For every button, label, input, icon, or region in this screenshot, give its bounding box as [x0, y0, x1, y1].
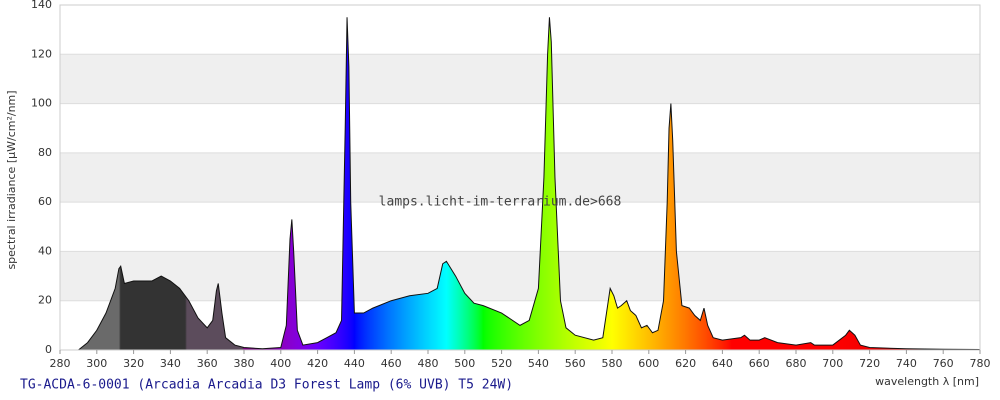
x-tick-label: 580 [602, 357, 623, 370]
x-tick-label: 420 [307, 357, 328, 370]
y-tick-label: 20 [38, 294, 52, 307]
y-tick-label: 40 [38, 244, 52, 257]
x-tick-label: 540 [528, 357, 549, 370]
spectrum-area [78, 17, 980, 350]
y-tick-label: 120 [31, 47, 52, 60]
y-tick-label: 100 [31, 97, 52, 110]
y-tick-label: 140 [31, 0, 52, 11]
grid-band [60, 152, 980, 203]
plot-frame [59, 4, 981, 351]
x-tick-label: 460 [381, 357, 402, 370]
x-tick-label: 620 [675, 357, 696, 370]
chart-title: TG-ACDA-6-0001 (Arcadia Arcadia D3 Fores… [20, 378, 513, 393]
x-tick-label: 740 [896, 357, 917, 370]
x-tick-label: 720 [859, 357, 880, 370]
x-tick-label: 780 [970, 357, 991, 370]
x-tick-label: 400 [270, 357, 291, 370]
x-tick-label: 700 [822, 357, 843, 370]
x-axis-label: wavelength λ [nm] [875, 375, 979, 388]
watermark: lamps.licht-im-terrarium.de>668 [379, 195, 622, 210]
x-tick-label: 500 [454, 357, 475, 370]
y-tick-label: 60 [38, 195, 52, 208]
x-tick-label: 300 [86, 357, 107, 370]
y-axis-label: spectral irradiance [µW/cm²/nm] [5, 90, 18, 269]
x-tick-label: 520 [491, 357, 512, 370]
x-tick-label: 680 [786, 357, 807, 370]
x-tick-label: 640 [712, 357, 733, 370]
x-tick-label: 480 [418, 357, 439, 370]
x-tick-label: 440 [344, 357, 365, 370]
x-tick-label: 760 [933, 357, 954, 370]
x-tick-label: 320 [123, 357, 144, 370]
x-tick-label: 660 [749, 357, 770, 370]
grid-band [60, 251, 980, 301]
y-tick-label: 80 [38, 146, 52, 159]
spectrum-line [78, 17, 981, 351]
y-tick-label: 0 [45, 343, 52, 356]
x-tick-label: 600 [638, 357, 659, 370]
x-tick-label: 560 [565, 357, 586, 370]
x-tick-label: 360 [197, 357, 218, 370]
x-tick-label: 280 [50, 357, 71, 370]
grid-band [60, 54, 980, 104]
x-tick-label: 380 [234, 357, 255, 370]
x-tick-label: 340 [160, 357, 181, 370]
